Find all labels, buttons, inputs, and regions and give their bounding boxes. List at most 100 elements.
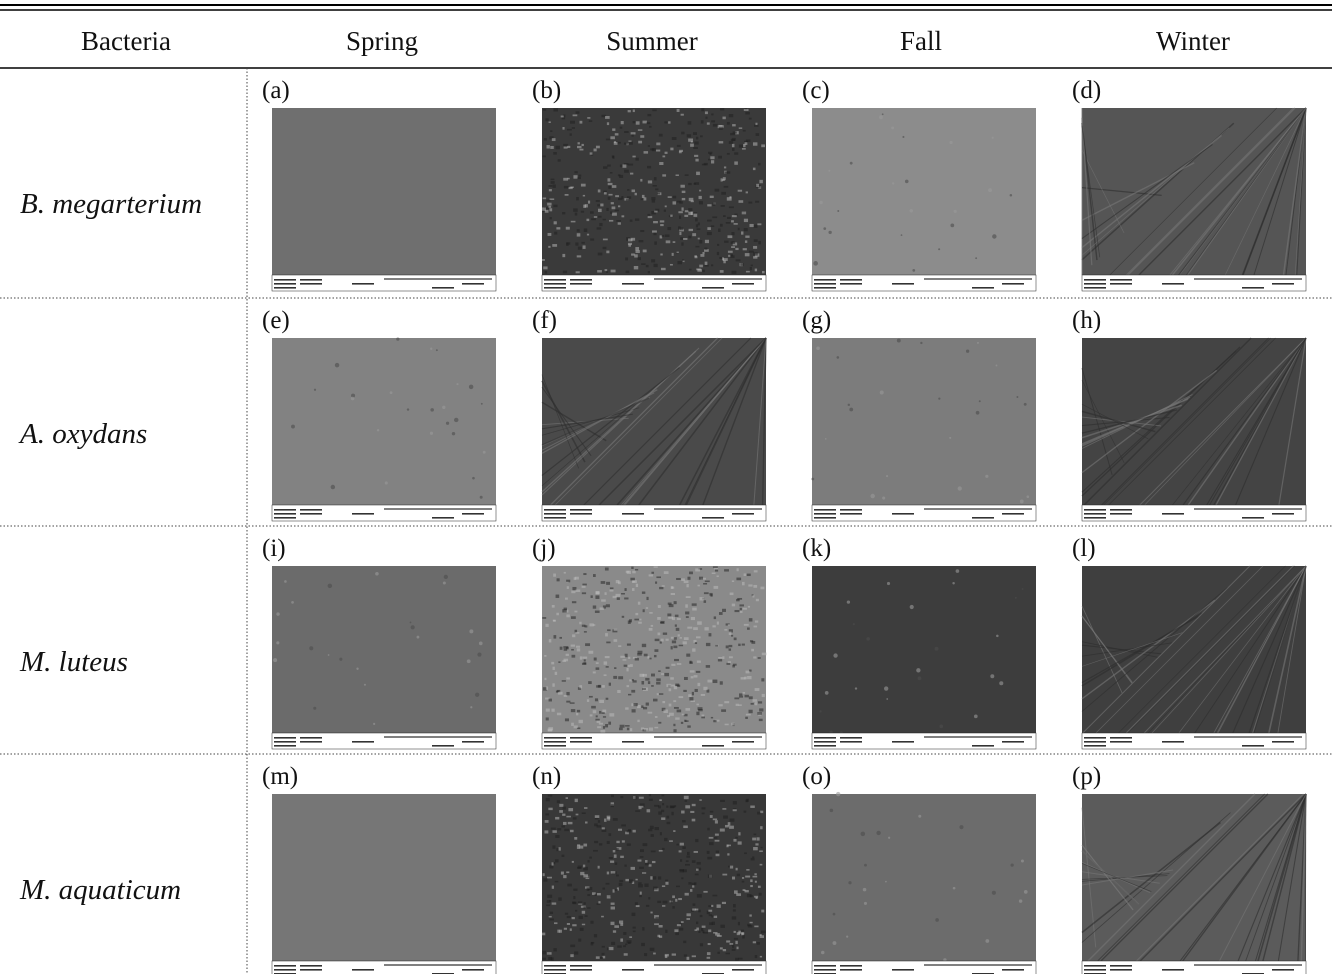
texture (751, 649, 754, 652)
speck (848, 881, 851, 884)
texture (612, 213, 617, 216)
texture (707, 952, 711, 955)
texture (722, 257, 724, 260)
texture (608, 194, 612, 196)
texture (701, 807, 705, 809)
texture (675, 615, 679, 617)
texture (666, 806, 668, 808)
texture (638, 129, 642, 131)
texture (577, 648, 580, 651)
info-text (352, 741, 374, 743)
speck (480, 496, 483, 499)
speck (985, 475, 988, 478)
panel-label: (b) (532, 77, 561, 104)
texture (635, 247, 639, 250)
texture (760, 847, 762, 849)
texture (651, 851, 656, 853)
texture (757, 223, 761, 225)
texture (576, 814, 579, 816)
figure-table: BacteriaSpringSummerFallWinterB. megarte… (0, 0, 1332, 974)
speck (830, 809, 834, 813)
texture (749, 914, 751, 916)
texture (679, 645, 683, 647)
texture (596, 956, 600, 959)
info-text (1110, 279, 1132, 281)
texture (681, 811, 684, 814)
texture (744, 624, 749, 626)
texture (655, 188, 658, 190)
texture (647, 809, 651, 812)
texture (548, 246, 550, 248)
texture (614, 854, 617, 857)
texture (650, 826, 654, 829)
panel-label: (p) (1072, 763, 1101, 790)
texture (553, 108, 558, 111)
texture (720, 947, 723, 949)
texture (571, 221, 576, 223)
texture (698, 931, 700, 933)
texture (602, 710, 606, 713)
texture (720, 829, 725, 832)
texture (632, 709, 636, 712)
texture (555, 835, 559, 838)
texture (562, 254, 565, 257)
texture (588, 201, 590, 204)
texture (695, 874, 699, 876)
texture (596, 662, 599, 664)
speck (870, 494, 874, 498)
column-header: Bacteria (81, 26, 171, 56)
texture (681, 578, 685, 581)
texture (603, 219, 606, 221)
texture (708, 910, 712, 912)
texture (606, 666, 609, 668)
texture (723, 816, 728, 819)
speck (452, 432, 455, 435)
info-text (892, 513, 914, 515)
texture (589, 696, 593, 698)
texture (597, 204, 600, 206)
texture (659, 850, 663, 852)
info-text (274, 745, 296, 747)
texture (710, 815, 713, 818)
texture (549, 916, 552, 918)
texture (650, 148, 654, 150)
texture (743, 248, 747, 250)
speck (1010, 194, 1013, 197)
texture (733, 131, 737, 133)
texture (625, 725, 630, 727)
info-text (300, 969, 322, 971)
texture (667, 613, 671, 616)
texture (550, 130, 552, 132)
speck (475, 693, 479, 697)
texture (548, 727, 553, 730)
info-text (544, 745, 566, 747)
texture (723, 260, 725, 263)
texture (591, 706, 596, 709)
speck (833, 941, 837, 945)
speck (861, 832, 866, 837)
texture (602, 953, 605, 956)
texture (632, 913, 636, 916)
texture (602, 827, 605, 829)
texture (648, 216, 653, 218)
texture (602, 829, 607, 832)
texture (652, 109, 656, 111)
texture (590, 921, 593, 924)
texture (675, 624, 677, 626)
texture (651, 834, 654, 837)
info-text (300, 741, 322, 743)
texture (642, 872, 646, 874)
texture (722, 902, 726, 904)
texture (732, 877, 735, 880)
texture (697, 228, 701, 230)
texture (610, 211, 612, 213)
texture (761, 678, 764, 681)
panel-label: (c) (802, 77, 830, 104)
texture (594, 841, 598, 843)
texture (719, 612, 723, 615)
texture (702, 715, 705, 717)
texture (562, 212, 565, 214)
texture (735, 248, 738, 250)
texture (545, 271, 548, 274)
speck (821, 951, 825, 955)
